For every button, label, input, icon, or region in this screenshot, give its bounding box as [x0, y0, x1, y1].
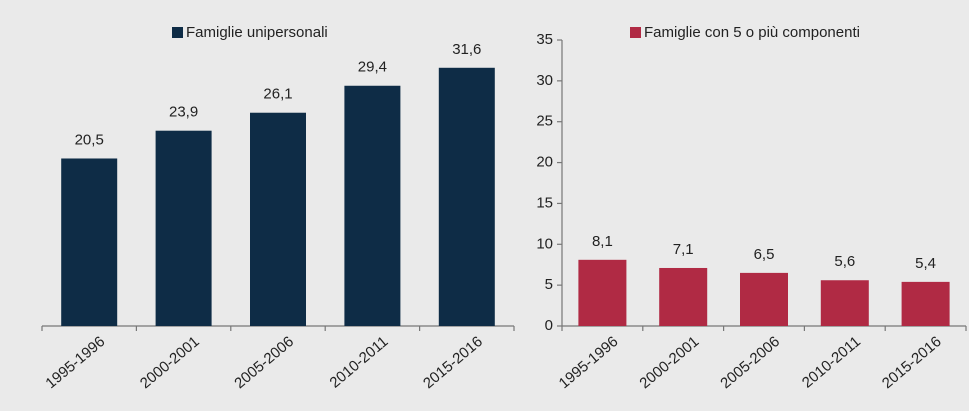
legend-label: Famiglie con 5 o più componenti [644, 24, 860, 41]
data-label: 8,1 [592, 233, 613, 250]
legend-swatch [172, 27, 183, 38]
data-label: 20,5 [75, 131, 104, 148]
data-label: 29,4 [358, 59, 387, 76]
data-label: 26,1 [263, 86, 292, 103]
data-label: 31,6 [452, 41, 481, 58]
y-tick-label: 10 [536, 235, 553, 252]
y-tick-label: 15 [536, 194, 553, 211]
bar [820, 280, 869, 326]
bar [61, 158, 118, 326]
legend-swatch [630, 27, 641, 38]
bar [901, 281, 950, 326]
y-tick-label: 5 [545, 276, 553, 293]
data-label: 7,1 [673, 241, 694, 258]
y-tick-label: 25 [536, 113, 553, 130]
y-tick-label: 35 [536, 31, 553, 48]
bar [578, 259, 627, 326]
data-label: 6,5 [754, 246, 775, 263]
data-label: 23,9 [169, 104, 198, 121]
legend-label: Famiglie unipersonali [186, 24, 328, 41]
bar [659, 267, 708, 326]
bar [155, 130, 212, 326]
data-label: 5,6 [834, 253, 855, 270]
y-tick-label: 20 [536, 154, 553, 171]
bar [344, 85, 401, 326]
bar [438, 67, 495, 326]
bar [250, 112, 306, 327]
bar [740, 272, 788, 326]
data-label: 5,4 [915, 255, 936, 272]
y-tick-label: 30 [536, 72, 553, 89]
y-tick-label: 0 [545, 317, 553, 334]
